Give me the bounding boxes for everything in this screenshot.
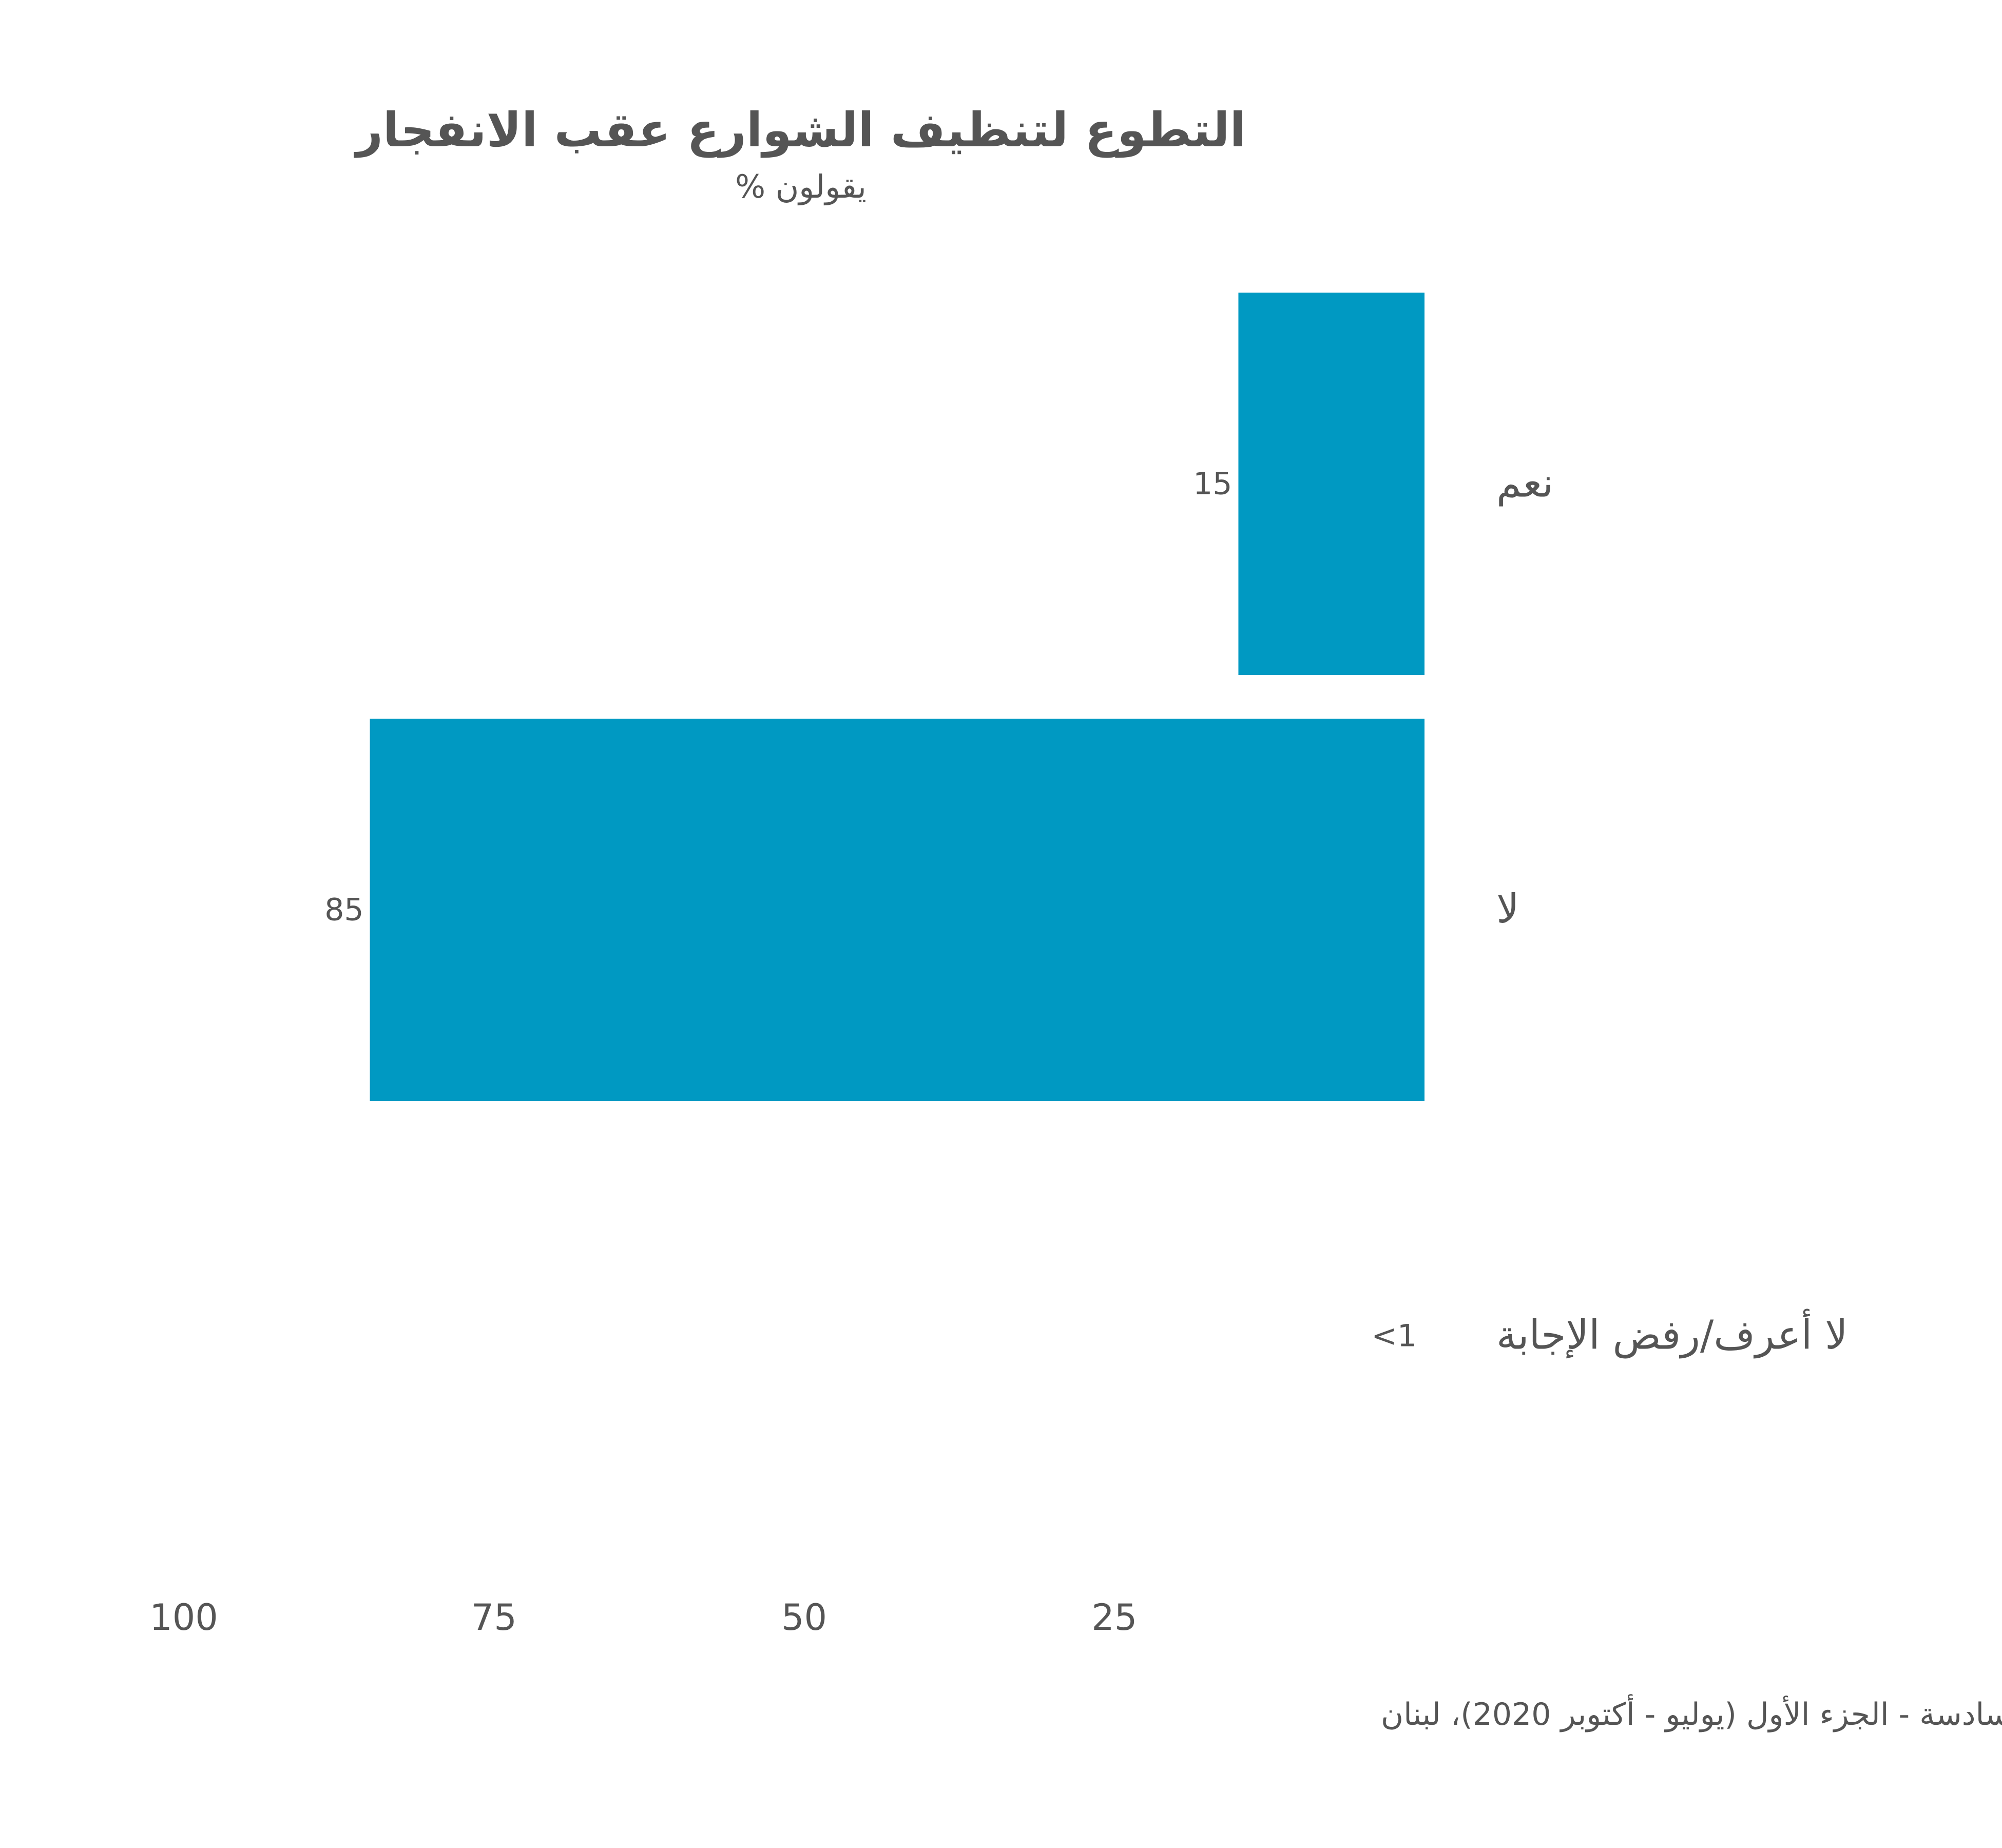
x-tick-3: 25 [1091,1596,1137,1639]
bar-0 [1238,293,1424,675]
value-label-1: 85 [324,892,363,928]
category-label-0: نعم [1496,460,1553,507]
value-label-0: 15 [1193,466,1232,502]
x-tick-0: 100 [149,1596,218,1639]
value-label-2: <1 [1372,1318,1417,1354]
bar-1 [370,719,1424,1101]
x-tick-1: 75 [471,1596,517,1639]
bars-group: 15 نعم 85 لا <1 لا أعرف/رفض الإجابة [324,293,1848,1359]
category-label-1: لا [1496,887,1519,933]
chart-title: التطوع لتنظيف الشوارع عقب الانفجار [354,103,1246,158]
source-note: الباروميتر العربي، الدورة السادسة - الجز… [1381,1694,2002,1732]
category-label-2: لا أعرف/رفض الإجابة [1496,1309,1848,1359]
chart-subtitle: % يقولون [735,168,867,205]
x-tick-2: 50 [781,1596,827,1639]
x-axis-ticks: 100 75 50 25 [149,1596,1137,1639]
